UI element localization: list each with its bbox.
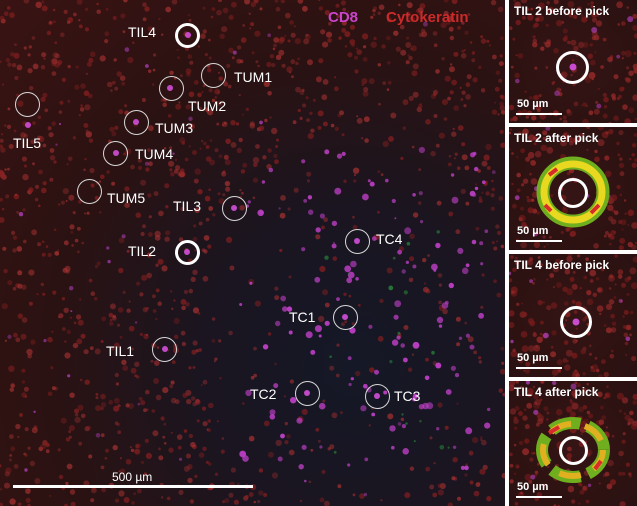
scalebar-label: 500 µm bbox=[112, 469, 152, 485]
inset-scalebar bbox=[516, 113, 562, 115]
tc2-circle bbox=[295, 381, 320, 406]
inset-title: TIL 4 before pick bbox=[514, 258, 609, 272]
legend-cytokeratin: Cytokeratin bbox=[386, 9, 469, 26]
label-tum5: TUM5 bbox=[107, 190, 145, 206]
label-tum3: TUM3 bbox=[155, 120, 193, 136]
tc3-circle bbox=[365, 384, 390, 409]
inset-scalebar-label: 50 µm bbox=[517, 481, 548, 493]
label-tc2: TC2 bbox=[250, 386, 276, 402]
label-til2: TIL2 bbox=[128, 243, 156, 259]
inset-scalebar bbox=[516, 240, 562, 242]
inset-scalebar-label: 50 µm bbox=[517, 352, 548, 364]
til1-circle bbox=[152, 337, 177, 362]
label-tum2: TUM2 bbox=[188, 98, 226, 114]
til3-circle bbox=[222, 196, 247, 221]
scalebar bbox=[13, 485, 253, 488]
label-tc3: TC3 bbox=[394, 388, 420, 404]
label-til3: TIL3 bbox=[173, 198, 201, 214]
pick-circle bbox=[556, 51, 589, 84]
label-tc1: TC1 bbox=[289, 309, 315, 325]
pick-circle bbox=[558, 178, 588, 208]
label-tc4: TC4 bbox=[376, 231, 402, 247]
til2-circle bbox=[175, 240, 200, 265]
pick-circle bbox=[560, 306, 592, 338]
inset-scalebar bbox=[516, 496, 562, 498]
tc1-circle bbox=[333, 305, 358, 330]
inset-scalebar-label: 50 µm bbox=[517, 98, 548, 110]
inset-til2-after: TIL 2 after pick 50 µm bbox=[509, 127, 637, 250]
label-tum4: TUM4 bbox=[135, 146, 173, 162]
tum5-circle bbox=[77, 179, 102, 204]
tum4-circle bbox=[103, 141, 128, 166]
pick-circle bbox=[559, 436, 588, 465]
label-tum1: TUM1 bbox=[234, 69, 272, 85]
label-til4: TIL4 bbox=[128, 24, 156, 40]
inset-til4-after: TIL 4 after pick 50 µm bbox=[509, 381, 637, 506]
inset-til4-before: TIL 4 before pick 50 µm bbox=[509, 254, 637, 377]
inset-til2-before: TIL 2 before pick 50 µm bbox=[509, 0, 637, 123]
inset-scalebar bbox=[516, 367, 562, 369]
label-til1: TIL1 bbox=[106, 343, 134, 359]
fluorescence-image: CD8 Cytokeratin TIL4 TUM1 TUM2 TUM3 TIL5… bbox=[0, 0, 505, 506]
inset-title: TIL 2 before pick bbox=[514, 4, 609, 18]
til4-circle bbox=[175, 23, 200, 48]
tum2-circle bbox=[159, 76, 184, 101]
tum1-circle bbox=[201, 63, 226, 88]
til5-circle bbox=[15, 92, 40, 117]
inset-scalebar-label: 50 µm bbox=[517, 225, 548, 237]
label-til5: TIL5 bbox=[13, 135, 41, 151]
tum3-circle bbox=[124, 110, 149, 135]
tc4-circle bbox=[345, 229, 370, 254]
legend-cd8: CD8 bbox=[328, 9, 358, 26]
